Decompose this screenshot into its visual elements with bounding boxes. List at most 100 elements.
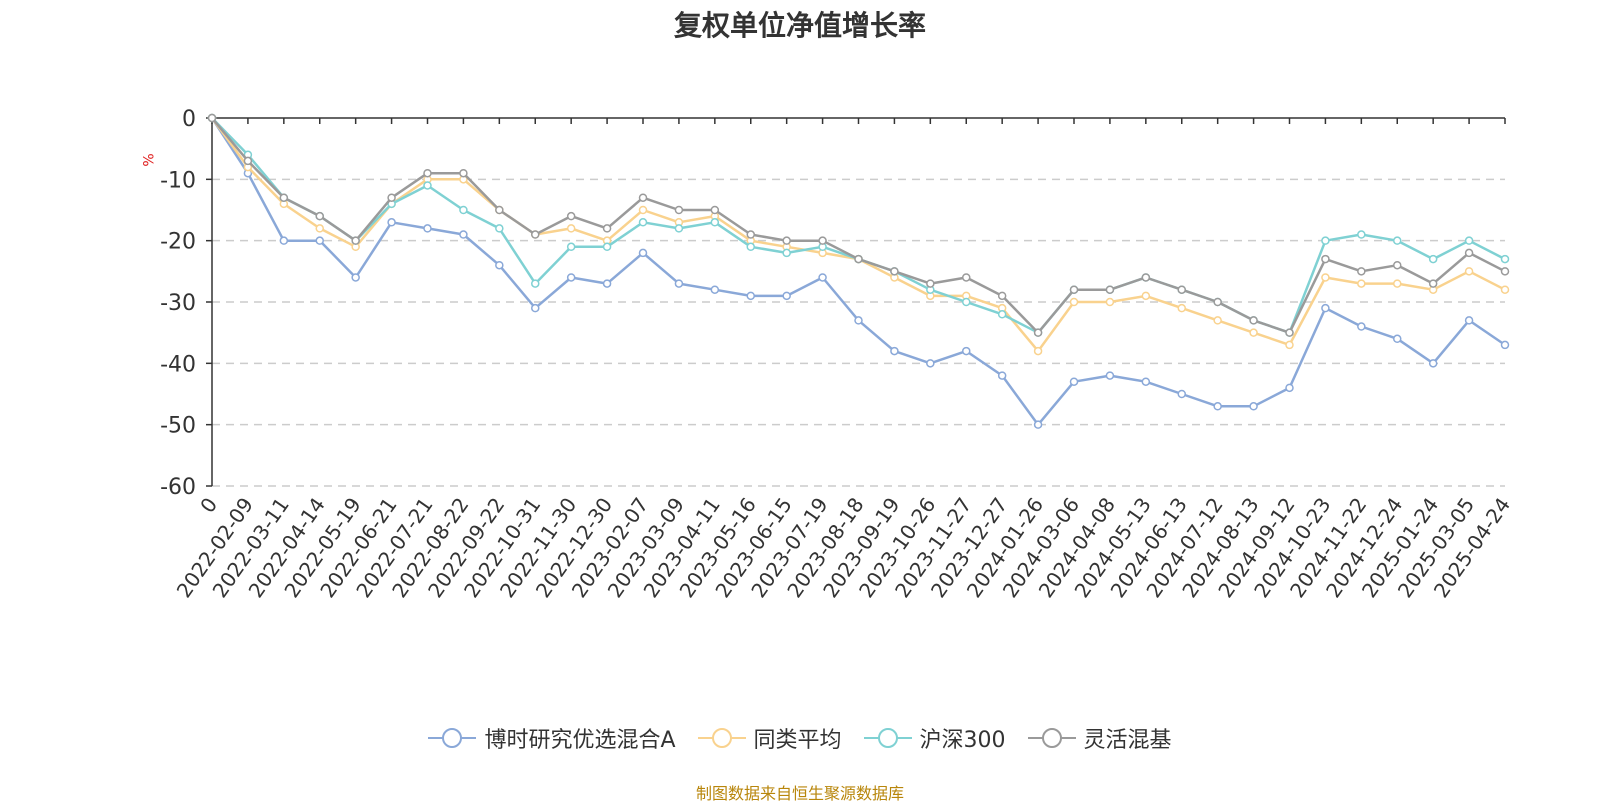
legend-label: 沪深300 bbox=[919, 728, 1006, 753]
data-point bbox=[997, 310, 1007, 319]
data-point bbox=[1357, 279, 1366, 288]
data-point bbox=[602, 279, 612, 288]
y-tick-label: 0 bbox=[182, 107, 196, 132]
data-point bbox=[782, 248, 791, 258]
y-tick-label: -30 bbox=[160, 291, 196, 316]
y-tick-label: -50 bbox=[160, 414, 196, 439]
data-point bbox=[459, 205, 468, 215]
data-point bbox=[1105, 297, 1115, 307]
data-point bbox=[1500, 267, 1510, 276]
legend-item-0[interactable]: 博时研究优选混合A bbox=[428, 722, 676, 754]
data-point bbox=[1249, 402, 1258, 411]
chart-title: 复权单位净值增长率 bbox=[673, 9, 926, 42]
data-point bbox=[387, 218, 396, 227]
data-point bbox=[495, 260, 504, 270]
legend-item-1[interactable]: 同类平均 bbox=[697, 722, 842, 754]
data-point bbox=[207, 113, 217, 123]
data-point bbox=[1321, 236, 1330, 245]
legend-label: 灵活混基 bbox=[1083, 728, 1172, 753]
data-point bbox=[638, 193, 648, 202]
data-point bbox=[926, 279, 935, 288]
data-point bbox=[1464, 248, 1474, 258]
legend-marker-icon bbox=[697, 728, 746, 748]
data-point bbox=[782, 291, 791, 301]
data-point bbox=[746, 230, 755, 239]
legend-item-3[interactable]: 灵活混基 bbox=[1027, 722, 1172, 754]
data-point bbox=[1285, 328, 1294, 337]
data-point bbox=[710, 285, 720, 294]
legend-label: 同类平均 bbox=[753, 728, 842, 753]
data-point bbox=[890, 346, 899, 356]
data-point bbox=[1213, 402, 1222, 411]
data-point bbox=[1464, 236, 1474, 245]
data-point bbox=[818, 273, 827, 282]
data-point bbox=[1428, 279, 1438, 288]
data-point bbox=[997, 291, 1007, 301]
data-point bbox=[1069, 377, 1079, 386]
data-point bbox=[1177, 285, 1186, 294]
data-point bbox=[602, 242, 612, 252]
data-point bbox=[1249, 316, 1258, 325]
data-point bbox=[1285, 340, 1294, 350]
data-point bbox=[674, 205, 684, 215]
data-point bbox=[423, 181, 432, 190]
data-point bbox=[926, 359, 935, 368]
data-point bbox=[243, 156, 253, 166]
data-point bbox=[674, 224, 684, 233]
x-tick-label: 0 bbox=[195, 493, 222, 517]
y-tick-label: -60 bbox=[160, 475, 196, 500]
data-point bbox=[1177, 389, 1186, 399]
data-point bbox=[1393, 334, 1402, 344]
data-point bbox=[1033, 420, 1043, 429]
legend-item-2[interactable]: 沪深300 bbox=[863, 722, 1006, 754]
data-point bbox=[351, 236, 360, 245]
data-point bbox=[997, 371, 1007, 380]
data-point bbox=[1393, 236, 1402, 245]
data-point bbox=[315, 211, 324, 221]
data-point bbox=[1069, 285, 1079, 294]
data-point bbox=[1393, 260, 1402, 270]
data-point bbox=[746, 291, 755, 301]
series-line-0 bbox=[210, 117, 1506, 426]
data-point bbox=[459, 168, 468, 178]
data-point bbox=[315, 224, 324, 233]
data-point bbox=[1428, 254, 1438, 264]
data-point bbox=[531, 303, 540, 313]
data-point bbox=[423, 168, 432, 178]
data-point bbox=[531, 230, 540, 239]
data-point bbox=[854, 316, 863, 325]
legend-label: 博时研究优选混合A bbox=[484, 728, 676, 753]
legend-marker-icon bbox=[428, 728, 477, 748]
data-point bbox=[1321, 303, 1330, 313]
data-point bbox=[962, 273, 971, 282]
data-point bbox=[566, 224, 576, 233]
data-point bbox=[710, 218, 720, 227]
data-point bbox=[782, 236, 791, 245]
data-point bbox=[351, 273, 360, 282]
data-point bbox=[1213, 297, 1222, 307]
data-point bbox=[890, 267, 899, 276]
data-point bbox=[854, 254, 863, 264]
data-point bbox=[566, 242, 576, 252]
data-point bbox=[566, 211, 576, 221]
data-point bbox=[566, 273, 576, 282]
data-point bbox=[279, 236, 289, 245]
data-point bbox=[279, 193, 289, 202]
data-point bbox=[638, 218, 648, 227]
data-point bbox=[638, 205, 648, 215]
data-point bbox=[1357, 230, 1366, 239]
data-point bbox=[1141, 273, 1151, 282]
data-point bbox=[638, 248, 648, 258]
data-point bbox=[1177, 303, 1186, 313]
data-source-note: 制图数据来自恒生聚源数据库 bbox=[695, 784, 904, 803]
data-point bbox=[1285, 383, 1294, 393]
data-point bbox=[1428, 359, 1438, 368]
data-point bbox=[710, 205, 720, 215]
data-point bbox=[531, 279, 540, 288]
data-point bbox=[1321, 273, 1330, 282]
data-point bbox=[1105, 285, 1115, 294]
data-point bbox=[387, 193, 396, 202]
data-point bbox=[746, 242, 755, 252]
data-point bbox=[674, 279, 684, 288]
data-point bbox=[423, 224, 432, 233]
